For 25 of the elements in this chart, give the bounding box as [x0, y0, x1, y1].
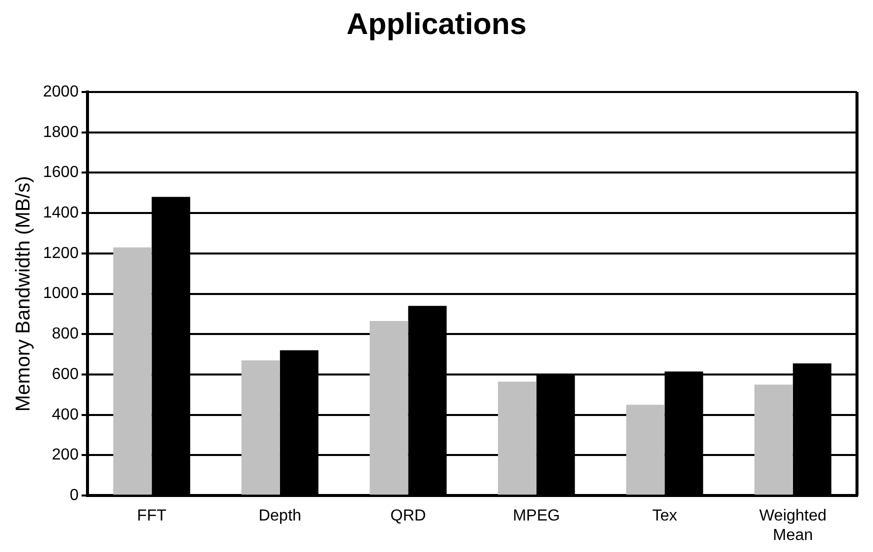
- y-tick-label: 0: [70, 487, 79, 504]
- y-tick-label: 1600: [43, 164, 79, 182]
- bar: [113, 247, 152, 495]
- x-tick-label: Tex: [652, 508, 678, 525]
- chart-title: Applications: [345, 8, 528, 42]
- y-tick-label: 1200: [43, 244, 79, 262]
- bar: [241, 360, 280, 495]
- y-tick-label: 1800: [43, 124, 79, 141]
- x-tick-label: FFT: [137, 508, 167, 525]
- y-tick-label: 1000: [43, 285, 79, 302]
- y-tick-label: 400: [52, 406, 79, 424]
- x-tick-label: Weighted Mean: [759, 508, 827, 544]
- x-tick-label: QRD: [390, 508, 426, 525]
- bar: [498, 382, 536, 495]
- y-axis-title: Memory Bandwidth (MB/s): [12, 176, 35, 412]
- bar: [626, 404, 665, 495]
- bar: [754, 384, 793, 495]
- y-tick-label: 200: [52, 446, 79, 464]
- y-tick-label: 1400: [43, 204, 79, 222]
- y-tick-label: 800: [52, 326, 79, 343]
- bar: [370, 321, 408, 495]
- y-tick-label: 2000: [43, 83, 79, 100]
- x-tick-label: Depth: [258, 508, 302, 525]
- y-tick-label: 600: [52, 366, 79, 383]
- x-tick-label: MPEG: [512, 508, 560, 525]
